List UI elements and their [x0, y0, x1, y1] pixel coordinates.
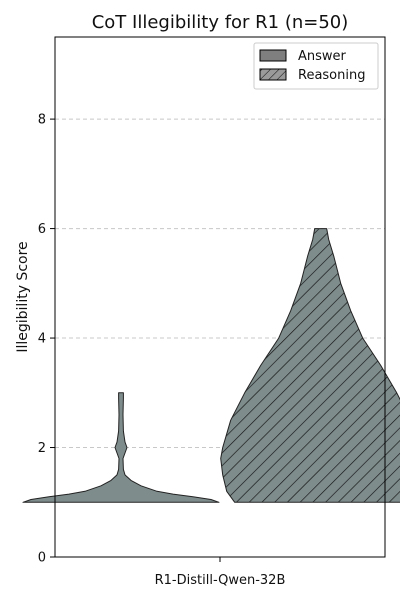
y-tick-label: 0	[38, 551, 46, 566]
y-tick-label: 4	[38, 332, 46, 347]
x-axis-ticks: R1-Distill-Qwen-32B	[155, 557, 286, 588]
y-axis-label: Illegibility Score	[15, 241, 31, 352]
violin-reasoning	[220, 228, 400, 503]
violins	[22, 228, 400, 503]
chart-title: CoT Illegibility for R1 (n=50)	[92, 12, 349, 33]
y-tick-label: 8	[38, 113, 46, 128]
legend-label-answer: Answer	[298, 49, 347, 64]
y-axis-ticks: 0 2 4 6 8	[38, 113, 55, 566]
y-tick-label: 6	[38, 222, 46, 237]
violin-answer	[22, 392, 220, 503]
y-tick-label: 2	[38, 441, 46, 456]
legend-swatch-answer	[259, 49, 287, 62]
x-tick-label: R1-Distill-Qwen-32B	[155, 573, 286, 588]
legend: Answer Reasoning	[253, 42, 379, 90]
legend-swatch-reasoning	[259, 68, 287, 81]
legend-label-reasoning: Reasoning	[298, 68, 365, 83]
